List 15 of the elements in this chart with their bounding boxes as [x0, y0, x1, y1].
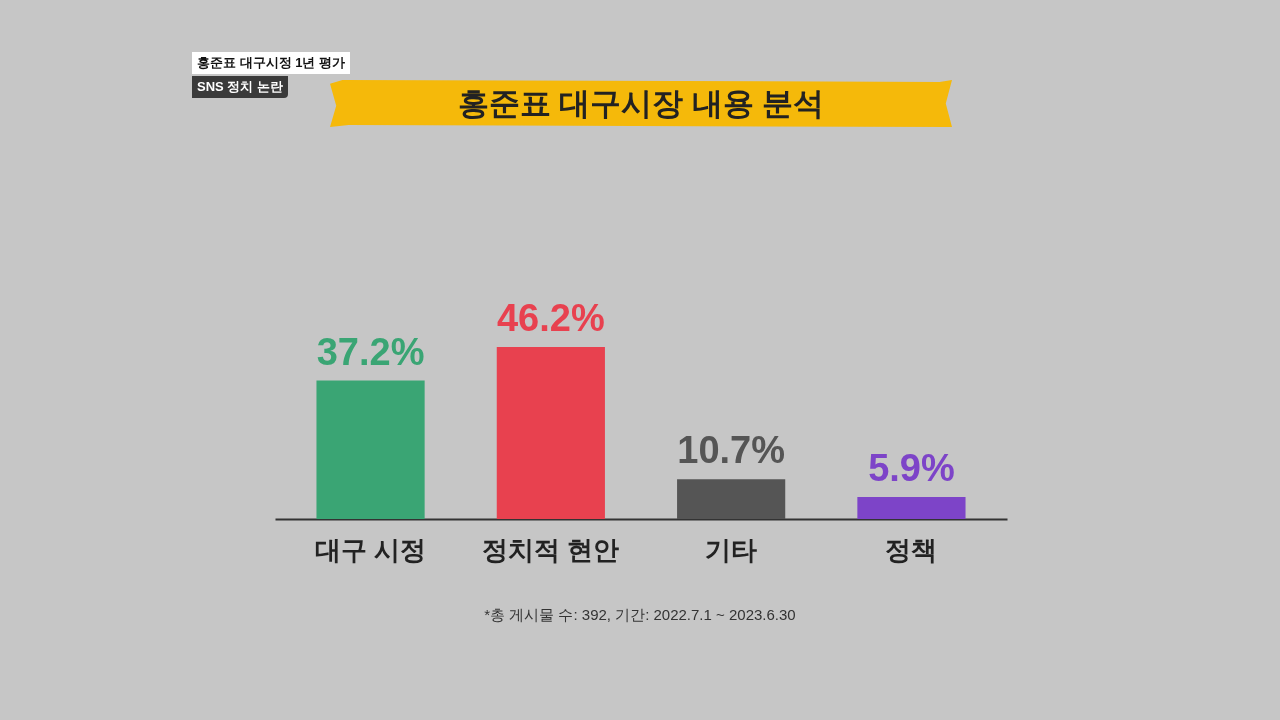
data-label: 46.2%	[496, 297, 605, 339]
data-label: 5.9%	[868, 447, 955, 490]
text: 홍준표 대구시정 1년 평가	[192, 52, 351, 74]
bar	[677, 479, 786, 519]
x-tick-label: 정치적 현안	[482, 534, 620, 565]
bar	[857, 497, 966, 519]
x-tick-label: 정책	[885, 534, 938, 565]
bar	[496, 347, 605, 519]
data-label: 37.2%	[316, 330, 425, 373]
text: *총 게시물 수: 392, 기간: 2022.7.1 ~ 2023.6.30	[483, 606, 797, 625]
x-tick-label: 기타	[705, 534, 758, 565]
x-tick-label: 대구 시정	[314, 534, 427, 565]
data-label: 10.7%	[677, 429, 786, 472]
bar	[316, 380, 425, 519]
text: SNS 정치 논란	[192, 76, 288, 98]
